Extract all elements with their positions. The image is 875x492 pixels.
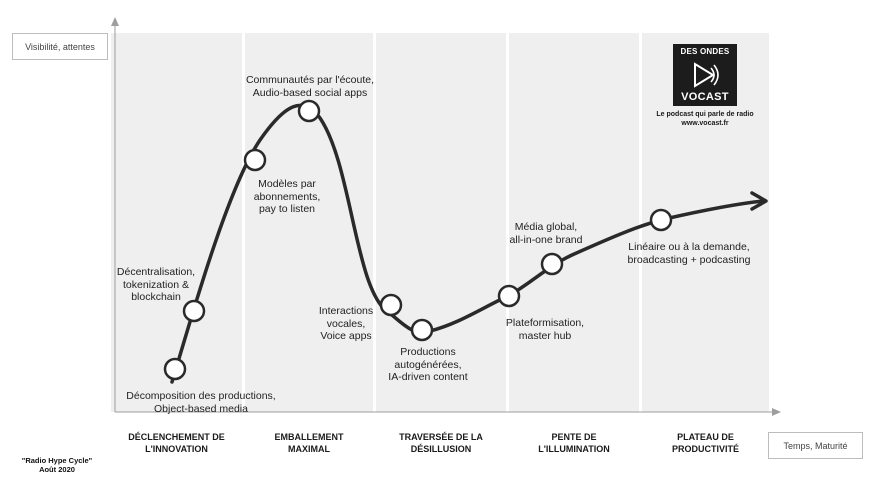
phase-label-plateau: PLATEAU DE PRODUCTIVITÉ [671, 432, 739, 454]
hype-curve [170, 103, 765, 384]
milestone-node [649, 208, 673, 232]
y-axis-arrow-icon [111, 17, 119, 26]
milestone-node [410, 318, 434, 342]
phase-panel-illumination [509, 33, 639, 412]
logo-bottom-text: VOCAST [681, 91, 729, 103]
x-axis-label: Temps, Maturité [768, 432, 863, 459]
milestone-node [497, 284, 521, 308]
annotation-object-based-media: Décomposition des productions, Object-bas… [126, 390, 276, 415]
annotation-master-hub: Plateformisation, master hub [505, 317, 585, 342]
phase-label-illumination: PENTE DE L'ILLUMINATION [538, 432, 610, 454]
annotation-all-in-one-brand: Média global, all-in-one brand [509, 221, 583, 246]
phase-label-emballement: EMBALLEMENT MAXIMAL [274, 432, 344, 454]
phase-label-desillusion: TRAVERSÉE DE LA DÉSILLUSION [399, 432, 483, 454]
logo-caption: Le podcast qui parle de radio www.vocast.… [656, 111, 754, 127]
vocast-logo: DES ONDES VOCAST [673, 44, 737, 106]
curve-arrow-icon [750, 191, 768, 211]
annotation-pay-to-listen: Modèles par abonnements, pay to listen [253, 178, 321, 215]
milestone-node [163, 357, 187, 381]
annotation-voice-apps: Interactions vocales, Voice apps [318, 305, 374, 342]
annotation-social-apps: Communautés par l'écoute, Audio-based soc… [245, 74, 375, 99]
x-axis-arrow-icon [772, 408, 781, 416]
milestone-node [243, 148, 267, 172]
annotation-broadcasting-podcasting: Linéaire ou à la demande, broadcasting + … [627, 241, 751, 266]
phase-panel-innovation [111, 33, 242, 412]
milestone-node [297, 99, 321, 123]
phase-panel-desillusion [376, 33, 506, 412]
footer-title: "Radio Hype Cycle" Août 2020 [21, 456, 93, 474]
phase-label-innovation: DÉCLENCHEMENT DE L'INNOVATION [128, 432, 225, 454]
milestone-node [379, 293, 403, 317]
milestone-node [182, 299, 206, 323]
milestone-node [540, 252, 564, 276]
y-axis-label: Visibilité, attentes [12, 33, 108, 60]
annotation-ia-driven-content: Productions autogénérées, IA-driven conten… [388, 346, 468, 383]
annotation-blockchain: Décentralisation, tokenization & blockchai… [116, 266, 196, 303]
sound-wave-icon [694, 62, 719, 88]
logo-top-text: DES ONDES [680, 47, 730, 56]
